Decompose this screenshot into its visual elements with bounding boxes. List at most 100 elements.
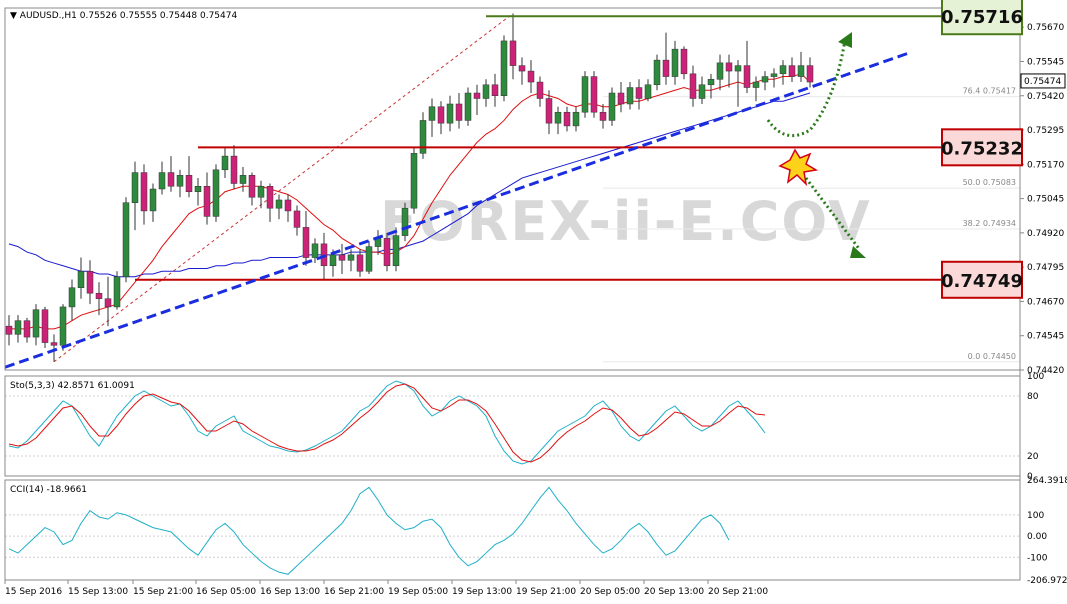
bearish-arrow-head [850,246,866,258]
candle-body [617,92,625,105]
candle-body [329,254,337,267]
candle-body [311,243,319,258]
stoch-y-tick-label: 20 [1027,452,1039,462]
candle-body [770,73,778,77]
candle-body [77,271,85,288]
stoch-signal-line [8,383,766,463]
candle-body [293,210,301,228]
stoch-y-tick-label: 100 [1027,372,1044,382]
price-y-tick-label: 0.75420 [1027,92,1064,102]
candle-body [653,59,661,86]
candle-body [725,62,733,72]
candle-body [266,186,274,209]
fib-level-label: 0.0 0.74450 [968,352,1016,361]
level-label-text: 0.74749 [941,271,1023,292]
candle-body [797,65,805,77]
candle-body [275,199,283,209]
candle-body [788,65,796,77]
candle-body [221,155,229,171]
candle-body [545,98,553,124]
candle-body [419,120,427,154]
candle-body [248,175,256,198]
cci-y-tick-label: -206.9722 [1027,576,1067,586]
candle-body [239,175,247,184]
candle-body [743,65,751,88]
bearish-projection-arrow [798,169,862,251]
candle-body [167,172,175,187]
stoch-y-tick-label: 0 [1027,472,1033,482]
candle-body [779,65,787,75]
chart-header-title: ▼ AUDUSD.,H1 0.75526 0.75555 0.75448 0.7… [10,11,237,21]
candle-body [410,153,418,209]
candle-body [689,73,697,99]
candle-body [347,254,355,261]
candle-body [23,320,31,338]
candle-body [455,103,463,121]
candle-body [302,227,310,258]
price-y-tick-label: 0.74420 [1027,366,1064,376]
candle-body [86,271,94,294]
price-y-tick-label: 0.75295 [1027,126,1064,136]
fib-diagonal-line [53,13,514,363]
fast-moving-average-line [9,73,811,330]
candle-body [464,92,472,121]
cci-title: CCI(14) -18.9661 [10,485,87,495]
candle-body [59,306,67,346]
candle-body [14,320,22,335]
candle-body [32,309,40,338]
candle-body [5,325,13,335]
candle-body [185,175,193,192]
candle-body [698,84,706,99]
candle-body [158,172,166,190]
cci-pane: CCI(14) -18.9661 [5,485,1020,575]
candle-body [707,79,715,86]
x-tick-label: 16 Sep 21:00 [324,587,384,597]
candle-body [41,309,49,343]
candle-body [437,106,445,124]
x-tick-label: 20 Sep 13:00 [644,587,704,597]
candle-body [518,65,526,72]
cci-y-tick-label: 264.3918 [1027,476,1067,486]
candle-body [680,48,688,75]
candle-body [671,48,679,77]
stoch-y-tick-label: 80 [1027,392,1039,402]
stoch-main-line [8,380,766,465]
candle-body [50,342,58,346]
candle-body [644,84,652,99]
candle-body [500,40,508,97]
candle-body [599,111,607,121]
stoch-title: Sto(5,3,3) 42.8571 61.0091 [10,381,135,391]
stochastic-pane: Sto(5,3,3) 42.8571 61.0091 [5,380,1020,465]
watermark: FOREX-ii-E.COV [380,190,872,253]
cci-y-tick-label: -100 [1027,553,1048,563]
x-tick-label: 19 Sep 21:00 [516,587,576,597]
candle-body [509,40,517,66]
candle-body [149,188,157,212]
candle-body [752,81,760,88]
fib-level-label: 76.4 0.75417 [963,87,1016,96]
cci-line [8,486,730,575]
price-y-tick-label: 0.75045 [1027,195,1064,205]
candle-body [572,111,580,127]
current-price-label: 0.75474 [1024,77,1061,87]
level-label-text: 0.75716 [941,7,1023,28]
candle-body [563,111,571,127]
price-y-tick-label: 0.74545 [1027,332,1064,342]
fib-level-label: 38.2 0.74934 [963,219,1016,228]
candle-body [338,254,346,261]
price-y-tick-label: 0.74670 [1027,297,1064,307]
candle-body [131,172,139,203]
candle-body [203,186,211,217]
candle-body [383,238,391,267]
x-tick-label: 15 Sep 21:00 [133,587,193,597]
candle-body [194,186,202,192]
x-tick-label: 16 Sep 13:00 [260,587,320,597]
price-pane: FOREX-ii-E.COV 76.4 0.75417 50.0 0.75083 38… [4,11,1020,369]
candle-body [104,298,112,308]
candle-body [635,87,643,99]
candle-body [473,92,481,99]
price-y-tick-label: 0.75170 [1027,160,1064,170]
x-tick-label: 16 Sep 05:00 [196,587,256,597]
